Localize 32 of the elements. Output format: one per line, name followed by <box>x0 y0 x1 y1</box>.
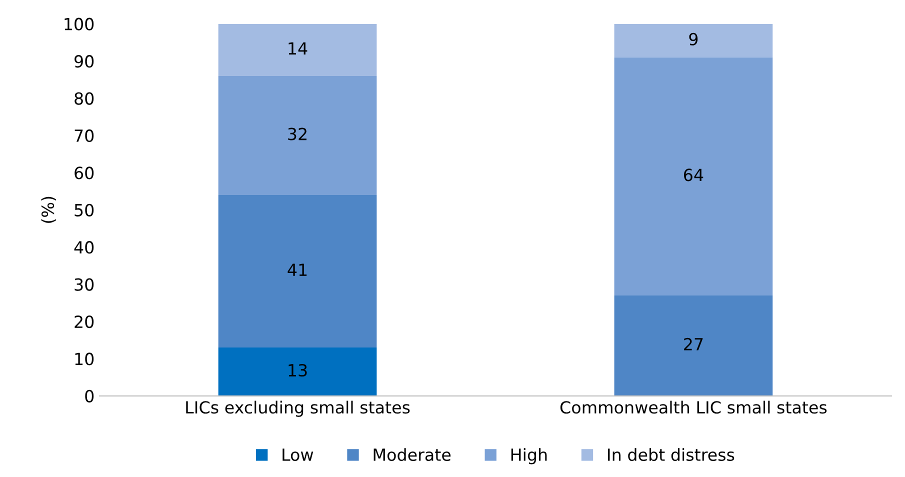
bar <box>614 57 773 296</box>
y-tick-label: 30 <box>74 278 94 291</box>
bar <box>218 76 377 195</box>
bar <box>218 24 377 76</box>
y-tick-label: 0 <box>85 390 94 402</box>
y-tick-label: 60 <box>74 166 94 180</box>
y-tick-label: 50 <box>74 204 94 216</box>
y-tick-label: 80 <box>74 92 94 105</box>
y-tick-label: 10 <box>75 352 94 366</box>
data-label: 32 <box>288 128 306 140</box>
bar <box>218 195 377 348</box>
data-label: 27 <box>684 338 703 350</box>
y-tick-label: 90 <box>74 55 94 68</box>
x-tick-label: LICs excluding small states <box>186 400 410 417</box>
y-tick-label: 100 <box>64 18 94 30</box>
bar <box>218 348 377 396</box>
bar <box>614 295 773 396</box>
data-label: 13 <box>288 364 307 377</box>
legend-label: Low <box>282 448 314 462</box>
legend-label: In debt distress <box>608 448 734 462</box>
data-label: 41 <box>288 264 307 276</box>
y-tick-label: 40 <box>74 241 94 254</box>
data-label: 14 <box>288 42 308 54</box>
legend-label: High <box>511 448 547 464</box>
data-label: 9 <box>689 32 698 46</box>
y-tick-label: 20 <box>74 315 94 328</box>
legend-label: Moderate <box>374 448 451 462</box>
bar <box>614 24 773 58</box>
y-tick-label: 70 <box>74 129 94 142</box>
y-axis-title: (%) <box>41 196 56 223</box>
data-label: 64 <box>684 168 704 182</box>
x-tick-label: Commonwealth LIC small states <box>560 400 827 414</box>
